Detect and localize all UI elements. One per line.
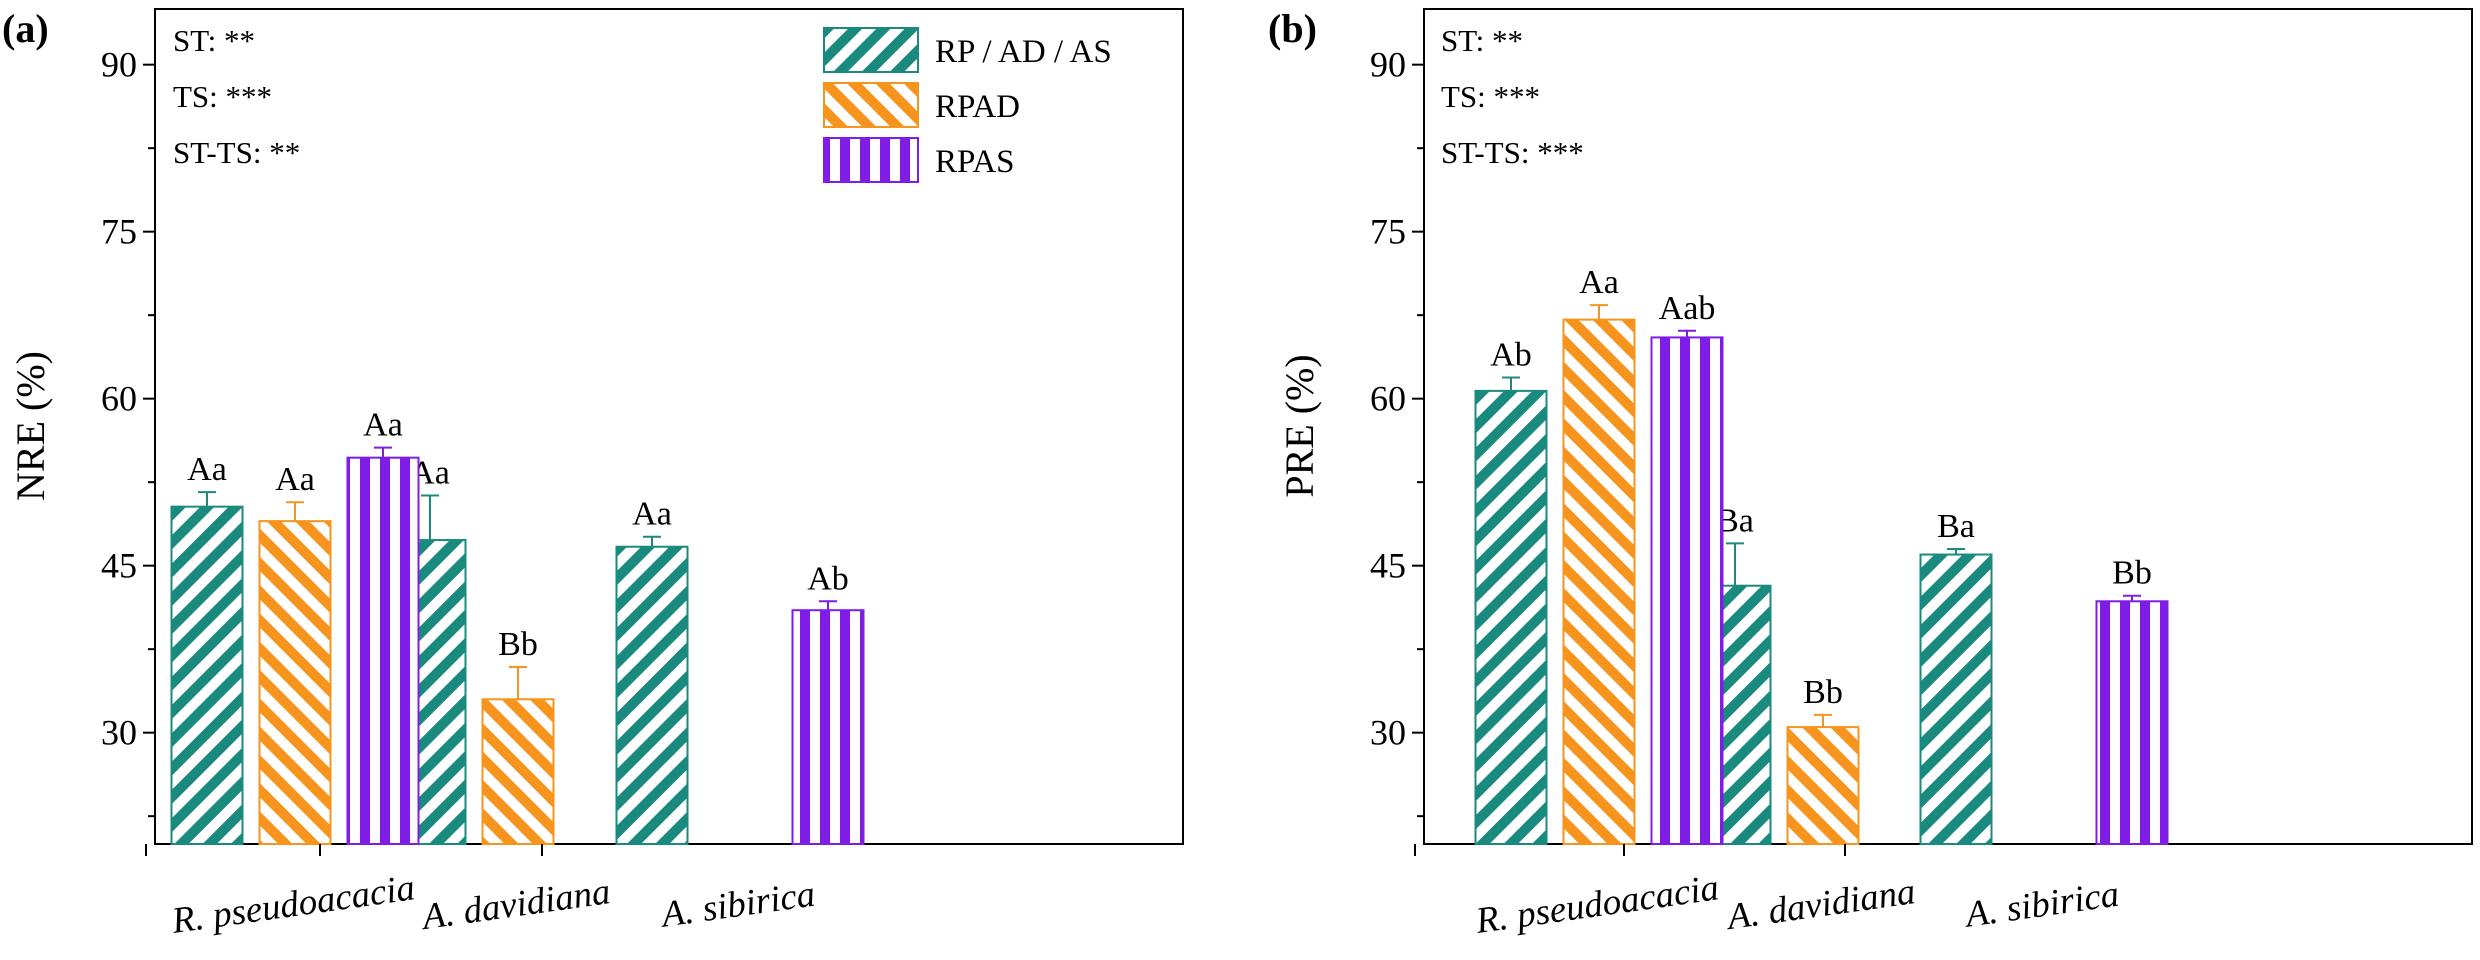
x-category-label: A. sibirica (1960, 874, 2121, 936)
bar (1650, 336, 1724, 845)
y-axis-label-a: NRE (%) (8, 351, 53, 501)
panel-a: (a) NRE (%) ST: ** TS: *** ST-TS: ** RP … (2, 6, 1184, 942)
significance-label: Aa (275, 461, 315, 498)
y-tick-label: 30 (101, 713, 137, 753)
panel-b: (b) PRE (%) ST: ** TS: *** ST-TS: *** 30… (1268, 6, 2473, 942)
stats-a: ST: ** TS: *** ST-TS: ** (173, 23, 300, 170)
x-axis-b: R. pseudoacacia A. davidiana A. sibirica (1414, 844, 2122, 942)
y-tick-label: 90 (1370, 45, 1406, 85)
significance-label: Bb (2112, 555, 2152, 592)
y-axis-b: 30 45 60 75 90 (1370, 45, 1424, 818)
significance-label: Bb (498, 626, 538, 663)
significance-label: Aa (632, 496, 672, 533)
y-tick-label: 90 (101, 45, 137, 85)
stat-line: ST-TS: *** (1441, 135, 1584, 170)
bar (2095, 600, 2169, 845)
bar (346, 456, 420, 845)
y-tick-label: 60 (101, 379, 137, 419)
legend-swatch-rpad (823, 82, 919, 128)
stat-line: TS: *** (173, 79, 272, 114)
bar (1474, 389, 1548, 845)
y-axis-a: 30 45 60 75 90 (101, 45, 155, 818)
y-tick-label: 30 (1370, 713, 1406, 753)
stat-line: TS: *** (1441, 79, 1540, 114)
legend-swatch-rpas (823, 137, 919, 183)
bar (615, 545, 689, 845)
x-category-label: A. davidiana (1722, 871, 1918, 938)
significance-label: Ab (1490, 337, 1532, 374)
y-tick-label: 60 (1370, 379, 1406, 419)
y-axis-label-b: PRE (%) (1277, 354, 1322, 497)
bar (481, 698, 555, 845)
bar (170, 505, 244, 845)
bar (1562, 318, 1636, 845)
x-axis-a: R. pseudoacacia A. davidiana A. sibirica (145, 844, 818, 942)
significance-label: Ba (1937, 508, 1975, 545)
legend-swatch-rp (823, 27, 919, 73)
stat-line: ST: ** (173, 23, 255, 58)
significance-label: Aa (1579, 264, 1619, 301)
bar (791, 609, 865, 846)
y-tick-label: 75 (101, 212, 137, 252)
significance-label: Bb (1803, 674, 1843, 711)
y-tick-label: 75 (1370, 212, 1406, 252)
stat-line: ST-TS: ** (173, 135, 300, 170)
bar (1786, 726, 1860, 845)
panel-label-b: (b) (1268, 6, 1317, 51)
x-category-label: R. pseudoacacia (1472, 867, 1721, 942)
panel-label-a: (a) (2, 6, 49, 51)
significance-label: Ab (807, 560, 849, 597)
x-category-label: R. pseudoacacia (168, 867, 417, 942)
bar (1919, 553, 1993, 845)
significance-label: Aa (363, 407, 403, 444)
legend-label-rp: RP / AD / AS (935, 34, 1112, 70)
significance-label: Aab (1659, 290, 1716, 327)
significance-label: Aa (187, 451, 227, 488)
legend: RP / AD / AS RPAD RPAS (823, 27, 1112, 183)
y-tick-label: 45 (1370, 546, 1406, 586)
legend-label-rpad: RPAD (935, 89, 1020, 125)
stats-b: ST: ** TS: *** ST-TS: *** (1441, 23, 1584, 170)
y-tick-label: 45 (101, 546, 137, 586)
bar (258, 520, 332, 846)
stat-line: ST: ** (1441, 23, 1523, 58)
legend-label-rpas: RPAS (935, 144, 1015, 180)
x-category-label: A. sibirica (656, 874, 817, 936)
x-category-label: A. davidiana (417, 871, 613, 938)
